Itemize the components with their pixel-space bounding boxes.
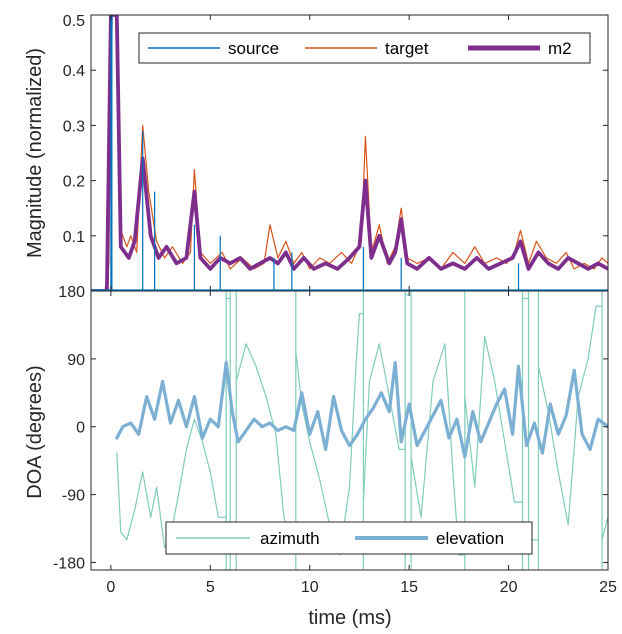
doa-y-axis-label: DOA (degrees)	[24, 365, 46, 498]
magnitude-y-tick-label: 0.1	[63, 229, 85, 246]
magnitude-y-tick-label: 0.3	[63, 118, 85, 135]
magnitude-series	[91, 15, 608, 291]
time-x-tick-label: 15	[400, 579, 418, 596]
legend-label-elevation: elevation	[436, 529, 504, 548]
series-line-target	[91, 15, 608, 291]
magnitude-legend: source target m2	[138, 32, 591, 64]
magnitude-y-tick-label: 0.4	[63, 63, 85, 80]
doa-y-tick-label: 90	[67, 352, 85, 369]
time-x-tick-label: 10	[301, 579, 319, 596]
time-x-tick-label: 20	[500, 579, 518, 596]
doa-legend: azimuth elevation	[165, 521, 533, 555]
legend-label-source: source	[228, 39, 279, 58]
legend-label-m2: m2	[548, 39, 572, 58]
doa-axes-box	[90, 290, 609, 571]
time-x-tick-label: 5	[206, 579, 215, 596]
legend-label-azimuth: azimuth	[260, 529, 320, 548]
magnitude-panel: 0.1 0.2 0.3 0.4 0.5 Magnitude (normalized) s…	[24, 13, 609, 292]
doa-y-tick-label: 180	[58, 284, 85, 301]
magnitude-y-tick-label: 0.2	[63, 174, 85, 191]
magnitude-lines	[91, 15, 608, 291]
time-x-tick-label: 25	[599, 579, 617, 596]
doa-panel: -180 -90 0 90 180 0 5 10 15 20 25 DOA (degrees) t…	[24, 284, 617, 629]
series-line-elevation	[115, 361, 608, 459]
doa-y-tick-label: 0	[76, 420, 85, 437]
time-x-axis-label: time (ms)	[308, 607, 391, 629]
time-x-tick-label: 0	[106, 579, 115, 596]
time-x-ticks: 0 5 10 15 20 25	[106, 291, 617, 596]
magnitude-y-tick-label: 0.5	[63, 13, 85, 30]
doa-y-tick-label: -180	[53, 555, 85, 572]
legend-label-target: target	[385, 39, 429, 58]
magnitude-y-axis-label: Magnitude (normalized)	[24, 48, 46, 258]
magnitude-y-ticks: 0.1 0.2 0.3 0.4 0.5	[63, 13, 609, 291]
doa-y-ticks: -180 -90 0 90 180	[53, 284, 608, 572]
series-line-source	[91, 15, 608, 291]
doa-y-tick-label: -90	[62, 488, 85, 505]
